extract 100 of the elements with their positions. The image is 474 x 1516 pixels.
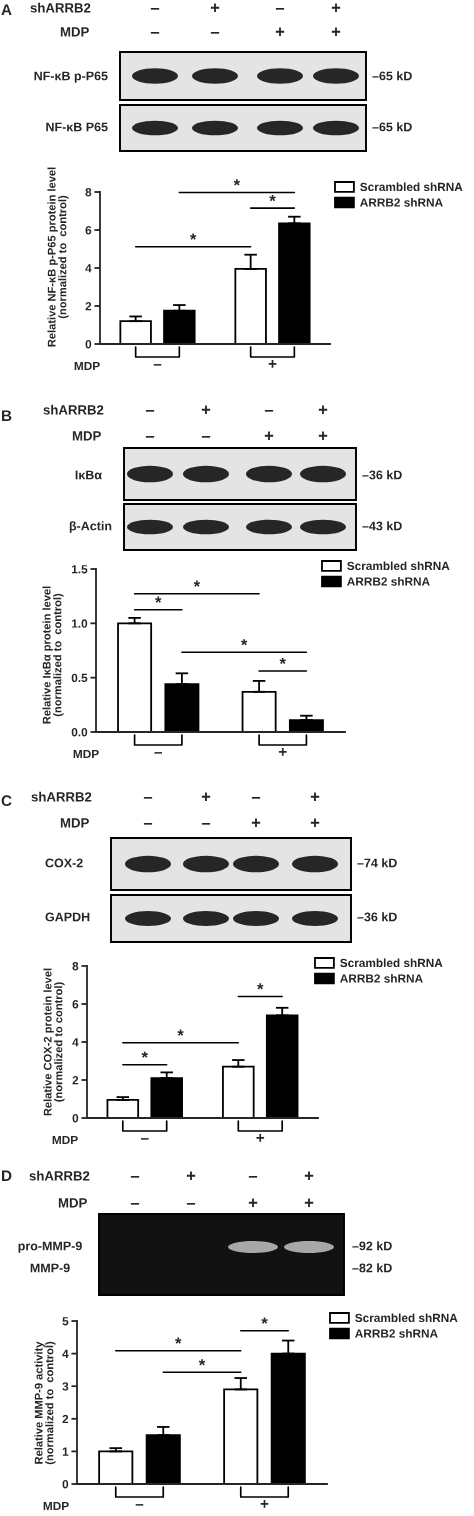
annotation: * xyxy=(141,1051,148,1058)
text: + xyxy=(331,27,341,36)
text: – xyxy=(145,410,155,412)
text: + xyxy=(304,1198,314,1207)
x-axis-title: MDP xyxy=(43,1501,69,1511)
text: –82 kD xyxy=(352,1263,392,1273)
text: IκBα xyxy=(75,470,102,480)
bar xyxy=(150,1077,183,1118)
text: + xyxy=(186,1171,196,1180)
text: – xyxy=(150,32,160,34)
y-axis-title: Relative MMP-9 activity (normalized to control) xyxy=(34,1341,56,1465)
legend-label: Scrambled shRNA xyxy=(347,561,450,571)
text: + xyxy=(310,818,320,827)
text: D xyxy=(2,1170,12,1181)
y-tick-label: 0.5 xyxy=(71,673,88,683)
legend-label: ARRB2 shRNA xyxy=(347,576,430,586)
text: – xyxy=(251,797,261,799)
text: – xyxy=(130,1203,140,1205)
y-tick-label: 2 xyxy=(85,302,92,311)
text: –36 kD xyxy=(362,470,402,480)
text: shARRB2 xyxy=(29,1170,90,1181)
y-tick-label: 8 xyxy=(85,188,92,197)
y-tick-label: 4 xyxy=(72,1038,79,1047)
bar xyxy=(164,683,200,732)
bar xyxy=(106,1099,140,1118)
text: –65 kD xyxy=(372,122,412,132)
legend-label: Scrambled shRNA xyxy=(360,182,463,192)
y-tick-label: 2 xyxy=(72,1076,79,1085)
text: – xyxy=(201,823,211,825)
text: GAPDH xyxy=(45,912,90,922)
y-axis-title: Relative COX-2 protein level (normalized to control) xyxy=(43,968,65,1116)
y-tick-label: 8 xyxy=(72,962,79,971)
text: –65 kD xyxy=(372,71,412,81)
text: –36 kD xyxy=(357,912,397,922)
annotation: * xyxy=(198,1359,206,1366)
x-axis-title: MDP xyxy=(74,361,100,371)
bar xyxy=(278,222,311,344)
y-tick-label: 4 xyxy=(85,264,92,273)
text: – xyxy=(186,1203,196,1205)
text: shARRB2 xyxy=(31,791,92,802)
text: C xyxy=(1,795,12,807)
text: MDP xyxy=(72,431,101,441)
annotation: * xyxy=(240,639,248,646)
bar xyxy=(222,1065,255,1118)
bar xyxy=(117,622,153,732)
text: + xyxy=(318,405,328,414)
text: COX-2 xyxy=(45,858,83,868)
y-tick-label: 3 xyxy=(62,1382,69,1391)
text: – xyxy=(150,8,160,10)
text: + xyxy=(310,792,320,801)
text: + xyxy=(251,818,261,827)
y-axis-title: Relative IκBα protein level (normalized to control) xyxy=(42,586,64,724)
text: + xyxy=(318,431,328,440)
annotation: * xyxy=(257,983,264,990)
y-tick-label: 1.5 xyxy=(72,565,88,574)
y-tick-label: 0 xyxy=(72,1114,79,1123)
text: MMP-9 xyxy=(30,1263,70,1273)
text: – xyxy=(275,8,285,10)
text: + xyxy=(201,405,211,414)
legend-label: ARRB2 shRNA xyxy=(355,1328,438,1338)
text: – xyxy=(248,1176,258,1178)
bar xyxy=(145,1434,181,1484)
text: + xyxy=(201,792,211,801)
y-tick-label: 1.0 xyxy=(72,619,88,628)
x-axis-title: MDP xyxy=(73,749,99,759)
text: – xyxy=(143,823,153,825)
text: + xyxy=(264,431,274,440)
text: –43 kD xyxy=(362,521,402,531)
legend-label: ARRB2 shRNA xyxy=(340,973,423,983)
bar xyxy=(163,309,196,344)
legend-label: Scrambled shRNA xyxy=(355,1313,458,1323)
annotation: * xyxy=(193,580,201,587)
y-tick-label: 6 xyxy=(72,1000,79,1009)
y-tick-label: 2 xyxy=(62,1414,69,1424)
legend-label: Scrambled shRNA xyxy=(340,958,443,968)
y-tick-label: 0 xyxy=(85,340,92,349)
annotation: * xyxy=(269,194,276,202)
y-axis-title: Relative NF-κB p-P65 protein level (normalized to control) xyxy=(47,167,69,347)
text: MDP xyxy=(60,27,89,37)
text: MDP xyxy=(58,1198,87,1208)
text: – xyxy=(264,410,274,412)
annotation: * xyxy=(177,1029,184,1036)
text: – xyxy=(201,436,211,438)
text: – xyxy=(210,32,220,34)
text: –74 kD xyxy=(357,858,397,868)
text: + xyxy=(275,27,285,36)
bar xyxy=(98,1450,134,1484)
text: MDP xyxy=(60,818,89,828)
y-tick-label: 0.0 xyxy=(71,728,88,737)
text: B xyxy=(2,410,12,421)
y-tick-label: 0 xyxy=(62,1480,69,1489)
annotation: * xyxy=(155,596,162,603)
annotation: * xyxy=(189,233,197,240)
text: – xyxy=(130,1176,140,1178)
text: – xyxy=(143,797,153,799)
bar xyxy=(119,320,152,344)
annotation: * xyxy=(279,657,286,665)
bar xyxy=(288,719,324,732)
text: shARRB2 xyxy=(43,404,104,415)
text: shARRB2 xyxy=(30,2,91,13)
